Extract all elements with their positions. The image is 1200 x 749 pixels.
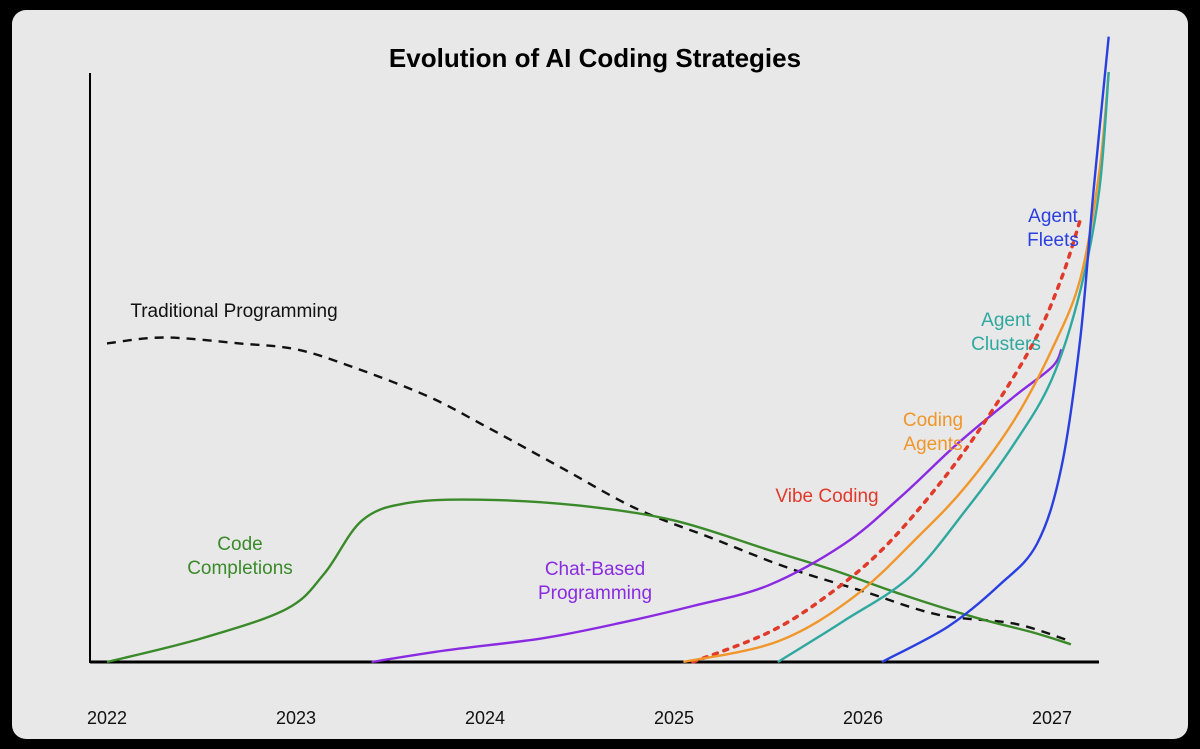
x-tick-label: 2024	[465, 708, 505, 728]
series-line-coding-agents	[683, 71, 1110, 664]
x-tick-layer: 2022 2023 2024 2025 2026 2027	[87, 708, 1072, 728]
x-tick-label: 2027	[1032, 708, 1072, 728]
x-tick-label: 2026	[843, 708, 883, 728]
series-label-traditional: Traditional Programming	[130, 301, 337, 322]
x-tick-label: 2025	[654, 708, 694, 728]
chart-title: Evolution of AI Coding Strategies	[389, 43, 801, 73]
series-line-chat-based	[371, 348, 1063, 664]
series-layer	[106, 36, 1110, 664]
series-line-vibe-coding	[691, 217, 1083, 664]
chart-canvas: Evolution of AI Coding Strategies Tradit…	[87, 36, 1110, 728]
series-line-agent-clusters	[777, 71, 1110, 664]
series-label-chat-based: Chat-Based Programming	[538, 559, 652, 604]
series-label-vibe-coding: Vibe Coding	[775, 486, 878, 507]
series-label-agent-fleets: Agent Fleets	[1027, 206, 1079, 251]
series-label-code-completions: Code Completions	[187, 534, 293, 579]
series-line-traditional	[106, 336, 1072, 643]
x-tick-label: 2022	[87, 708, 127, 728]
series-line-agent-fleets	[881, 36, 1110, 664]
series-label-agent-clusters: Agent Clusters	[971, 310, 1041, 355]
chart-frame: Evolution of AI Coding Strategies Tradit…	[12, 10, 1188, 739]
series-line-code-completions	[106, 498, 1072, 664]
series-label-layer: Traditional Programming Code Completions Ch…	[130, 206, 1079, 604]
x-tick-label: 2023	[276, 708, 316, 728]
series-label-coding-agents: Coding Agents	[903, 410, 963, 455]
